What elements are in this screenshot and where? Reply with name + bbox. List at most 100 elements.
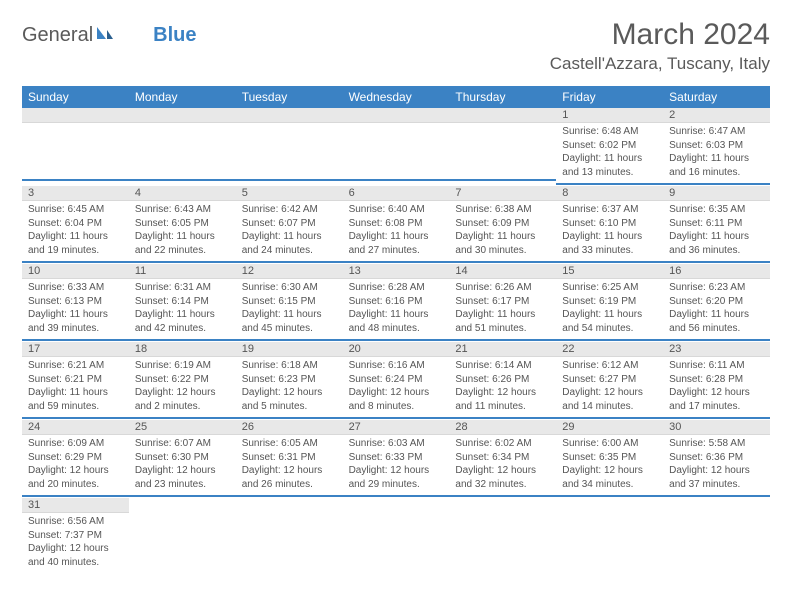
daylight-text: Daylight: 12 hours and 32 minutes. — [455, 464, 550, 491]
week-row: 17Sunrise: 6:21 AMSunset: 6:21 PMDayligh… — [22, 342, 770, 420]
weekday-header-row: Sunday Monday Tuesday Wednesday Thursday… — [22, 86, 770, 108]
day-cell: 2Sunrise: 6:47 AMSunset: 6:03 PMDaylight… — [663, 108, 770, 186]
day-body — [22, 123, 129, 181]
sunset-text: Sunset: 6:22 PM — [135, 373, 230, 387]
sunset-text: Sunset: 6:15 PM — [242, 295, 337, 309]
sunrise-text: Sunrise: 6:28 AM — [349, 281, 444, 295]
day-number: 12 — [236, 264, 343, 279]
day-number: 28 — [449, 420, 556, 435]
daylight-text: Daylight: 12 hours and 8 minutes. — [349, 386, 444, 413]
day-number: 6 — [343, 186, 450, 201]
weekday-header: Friday — [556, 86, 663, 108]
day-number: 23 — [663, 342, 770, 357]
day-number: 11 — [129, 264, 236, 279]
sunset-text: Sunset: 6:35 PM — [562, 451, 657, 465]
sunset-text: Sunset: 6:21 PM — [28, 373, 123, 387]
daylight-text: Daylight: 11 hours and 16 minutes. — [669, 152, 764, 179]
sunset-text: Sunset: 6:11 PM — [669, 217, 764, 231]
day-body: Sunrise: 6:35 AMSunset: 6:11 PMDaylight:… — [663, 201, 770, 263]
sunrise-text: Sunrise: 5:58 AM — [669, 437, 764, 451]
sunset-text: Sunset: 6:10 PM — [562, 217, 657, 231]
daylight-text: Daylight: 12 hours and 14 minutes. — [562, 386, 657, 413]
day-body: Sunrise: 6:28 AMSunset: 6:16 PMDaylight:… — [343, 279, 450, 341]
day-body: Sunrise: 6:25 AMSunset: 6:19 PMDaylight:… — [556, 279, 663, 341]
day-number — [663, 498, 770, 513]
daylight-text: Daylight: 11 hours and 27 minutes. — [349, 230, 444, 257]
daylight-text: Daylight: 11 hours and 19 minutes. — [28, 230, 123, 257]
day-body: Sunrise: 6:19 AMSunset: 6:22 PMDaylight:… — [129, 357, 236, 419]
day-cell: 29Sunrise: 6:00 AMSunset: 6:35 PMDayligh… — [556, 420, 663, 498]
sunrise-text: Sunrise: 6:35 AM — [669, 203, 764, 217]
day-number — [22, 108, 129, 123]
day-cell: 20Sunrise: 6:16 AMSunset: 6:24 PMDayligh… — [343, 342, 450, 420]
daylight-text: Daylight: 11 hours and 24 minutes. — [242, 230, 337, 257]
day-body — [556, 513, 663, 571]
sunset-text: Sunset: 6:28 PM — [669, 373, 764, 387]
sunset-text: Sunset: 6:24 PM — [349, 373, 444, 387]
sunset-text: Sunset: 6:05 PM — [135, 217, 230, 231]
sunset-text: Sunset: 6:26 PM — [455, 373, 550, 387]
weekday-header: Tuesday — [236, 86, 343, 108]
sunrise-text: Sunrise: 6:23 AM — [669, 281, 764, 295]
weekday-header: Wednesday — [343, 86, 450, 108]
sunset-text: Sunset: 6:13 PM — [28, 295, 123, 309]
day-cell: 7Sunrise: 6:38 AMSunset: 6:09 PMDaylight… — [449, 186, 556, 264]
sunset-text: Sunset: 6:07 PM — [242, 217, 337, 231]
day-number: 18 — [129, 342, 236, 357]
sunset-text: Sunset: 6:09 PM — [455, 217, 550, 231]
daylight-text: Daylight: 12 hours and 17 minutes. — [669, 386, 764, 413]
weekday-header: Thursday — [449, 86, 556, 108]
sunrise-text: Sunrise: 6:38 AM — [455, 203, 550, 217]
day-cell — [129, 498, 236, 576]
day-cell: 26Sunrise: 6:05 AMSunset: 6:31 PMDayligh… — [236, 420, 343, 498]
day-body — [449, 513, 556, 571]
sunset-text: Sunset: 6:03 PM — [669, 139, 764, 153]
weekday-header: Monday — [129, 86, 236, 108]
day-cell: 16Sunrise: 6:23 AMSunset: 6:20 PMDayligh… — [663, 264, 770, 342]
sunset-text: Sunset: 7:37 PM — [28, 529, 123, 543]
day-number: 5 — [236, 186, 343, 201]
sunrise-text: Sunrise: 6:12 AM — [562, 359, 657, 373]
day-number: 19 — [236, 342, 343, 357]
day-cell — [236, 108, 343, 186]
sunset-text: Sunset: 6:36 PM — [669, 451, 764, 465]
daylight-text: Daylight: 12 hours and 11 minutes. — [455, 386, 550, 413]
day-number — [343, 108, 450, 123]
day-body: Sunrise: 6:07 AMSunset: 6:30 PMDaylight:… — [129, 435, 236, 497]
day-cell — [449, 498, 556, 576]
day-body: Sunrise: 6:42 AMSunset: 6:07 PMDaylight:… — [236, 201, 343, 263]
sunrise-text: Sunrise: 6:19 AM — [135, 359, 230, 373]
day-body: Sunrise: 6:23 AMSunset: 6:20 PMDaylight:… — [663, 279, 770, 341]
daylight-text: Daylight: 12 hours and 26 minutes. — [242, 464, 337, 491]
sunrise-text: Sunrise: 6:02 AM — [455, 437, 550, 451]
day-cell: 4Sunrise: 6:43 AMSunset: 6:05 PMDaylight… — [129, 186, 236, 264]
daylight-text: Daylight: 11 hours and 42 minutes. — [135, 308, 230, 335]
day-cell — [556, 498, 663, 576]
daylight-text: Daylight: 11 hours and 36 minutes. — [669, 230, 764, 257]
day-body: Sunrise: 6:16 AMSunset: 6:24 PMDaylight:… — [343, 357, 450, 419]
day-cell: 21Sunrise: 6:14 AMSunset: 6:26 PMDayligh… — [449, 342, 556, 420]
sunrise-text: Sunrise: 6:56 AM — [28, 515, 123, 529]
sunset-text: Sunset: 6:33 PM — [349, 451, 444, 465]
day-cell: 23Sunrise: 6:11 AMSunset: 6:28 PMDayligh… — [663, 342, 770, 420]
sunrise-text: Sunrise: 6:05 AM — [242, 437, 337, 451]
day-body: Sunrise: 6:21 AMSunset: 6:21 PMDaylight:… — [22, 357, 129, 419]
day-cell — [343, 108, 450, 186]
daylight-text: Daylight: 11 hours and 59 minutes. — [28, 386, 123, 413]
day-cell: 15Sunrise: 6:25 AMSunset: 6:19 PMDayligh… — [556, 264, 663, 342]
logo-text-blue: Blue — [153, 24, 196, 47]
logo: GeneralBlue — [22, 24, 197, 47]
day-body: Sunrise: 6:43 AMSunset: 6:05 PMDaylight:… — [129, 201, 236, 263]
day-number — [236, 108, 343, 123]
sunrise-text: Sunrise: 6:43 AM — [135, 203, 230, 217]
day-number — [129, 108, 236, 123]
day-number: 14 — [449, 264, 556, 279]
sunrise-text: Sunrise: 6:25 AM — [562, 281, 657, 295]
daylight-text: Daylight: 11 hours and 56 minutes. — [669, 308, 764, 335]
day-cell: 30Sunrise: 5:58 AMSunset: 6:36 PMDayligh… — [663, 420, 770, 498]
day-cell: 31Sunrise: 6:56 AMSunset: 7:37 PMDayligh… — [22, 498, 129, 576]
day-number: 30 — [663, 420, 770, 435]
sunset-text: Sunset: 6:30 PM — [135, 451, 230, 465]
day-cell: 19Sunrise: 6:18 AMSunset: 6:23 PMDayligh… — [236, 342, 343, 420]
day-cell: 11Sunrise: 6:31 AMSunset: 6:14 PMDayligh… — [129, 264, 236, 342]
